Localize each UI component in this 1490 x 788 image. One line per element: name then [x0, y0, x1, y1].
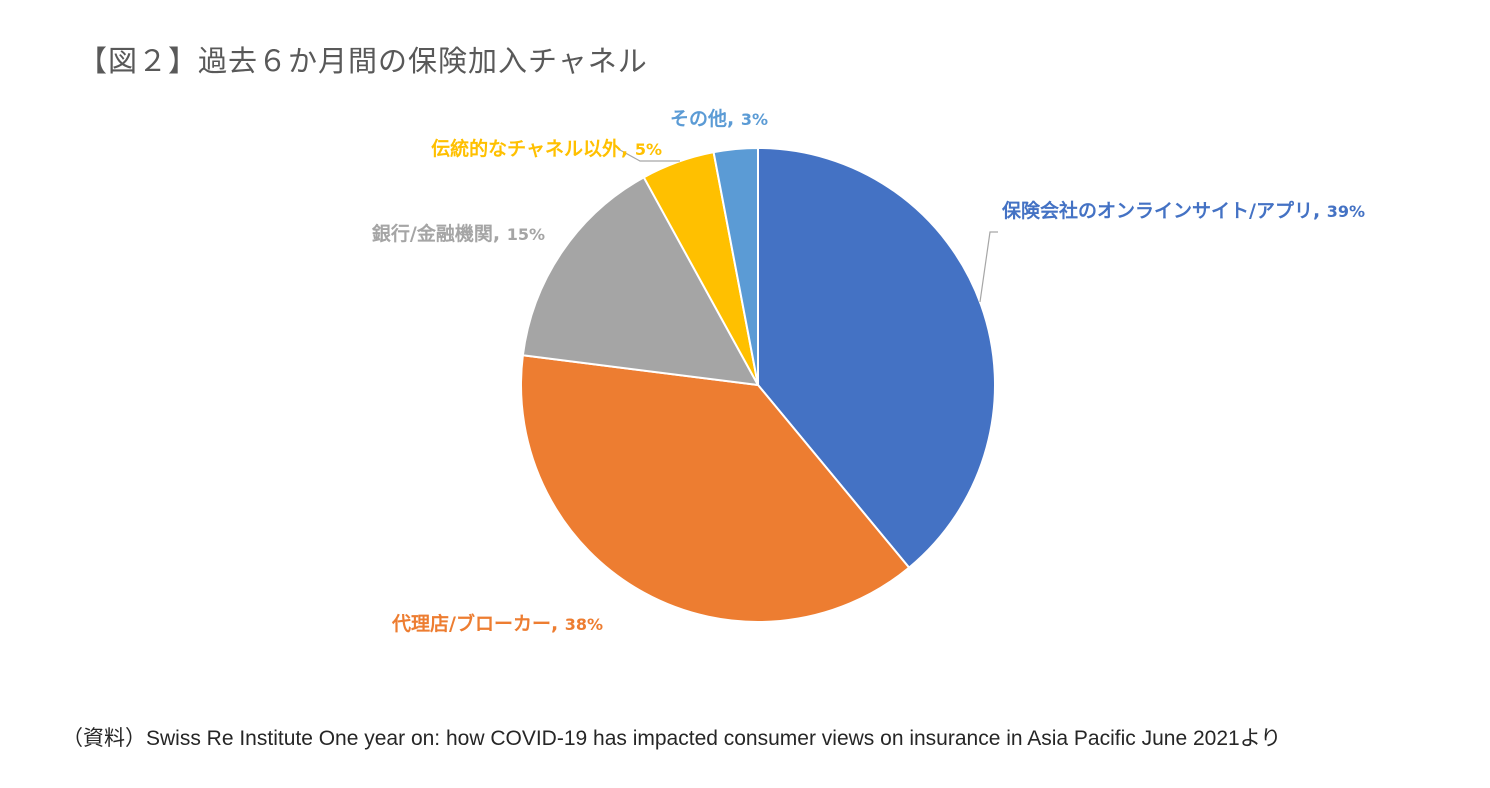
slice-labels: 保険会社のオンラインサイト/アプリ, 39% 代理店/ブローカー, 38% 銀行/金…	[372, 107, 1365, 635]
leader-line	[619, 149, 680, 162]
slice-label: 代理店/ブローカー, 38%	[391, 612, 603, 635]
slice-value-label: 5%	[635, 140, 662, 159]
leader-lines	[619, 149, 998, 303]
slice-category-label: その他,	[670, 107, 741, 130]
slice-category-label: 保険会社のオンラインサイト/アプリ,	[1001, 199, 1327, 222]
slice-value-label: 3%	[741, 110, 768, 129]
leader-line	[979, 231, 998, 303]
slice-label: 保険会社のオンラインサイト/アプリ, 39%	[1001, 199, 1365, 222]
pie-slice	[521, 175, 760, 387]
slice-label: 伝統的なチャネル以外, 5%	[431, 137, 662, 160]
slice-value-label: 38%	[565, 615, 603, 634]
slice-value-label: 15%	[507, 225, 545, 244]
slice-label: その他, 3%	[670, 107, 768, 130]
slice-category-label: 代理店/ブローカー,	[391, 612, 565, 635]
page-title: 【図２】過去６か月間の保険加入チャネル	[78, 44, 648, 78]
slice-category-label: 伝統的なチャネル以外,	[431, 137, 635, 160]
pie-slice	[520, 354, 911, 623]
pie-slice	[757, 146, 996, 570]
source-note: （資料）Swiss Re Institute One year on: how …	[62, 727, 1282, 750]
pie-slice	[712, 146, 759, 386]
pie-slices	[520, 146, 996, 623]
slice-label: 銀行/金融機関, 15%	[372, 222, 545, 245]
slice-category-label: 銀行/金融機関,	[372, 222, 507, 245]
slice-value-label: 39%	[1327, 202, 1365, 221]
